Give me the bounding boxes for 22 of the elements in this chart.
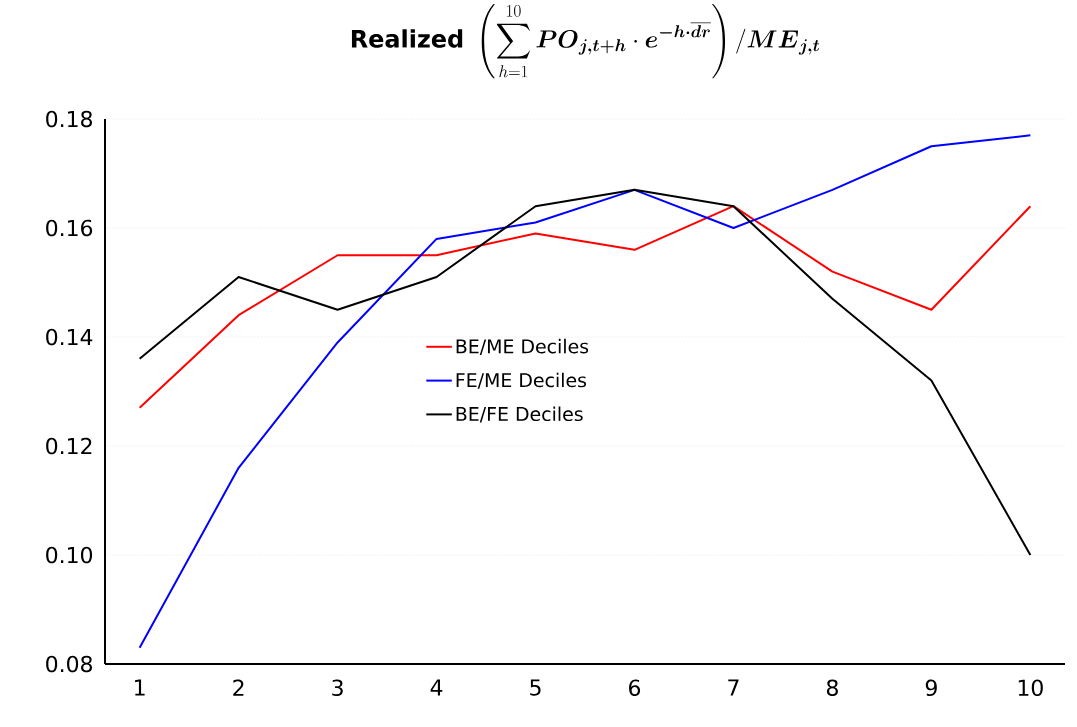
y-tick-label: 0.10	[46, 546, 93, 564]
x-tick-label: 3	[332, 679, 343, 697]
y-tick-label: 0.12	[46, 437, 92, 455]
legend-label: BE/FE Deciles	[456, 406, 583, 423]
x-tick-label: 1	[135, 679, 145, 696]
x-tick-label: 5	[530, 679, 541, 696]
line-series	[138, 188, 1032, 556]
y-tick-label: 0.18	[46, 110, 93, 128]
legend-label: FE/ME Deciles	[456, 372, 587, 389]
x-tick-label: 8	[826, 679, 838, 697]
x-tick-label: 10	[1018, 679, 1043, 697]
legend-label: BE/ME Deciles	[456, 338, 589, 355]
y-tick-label: 0.08	[46, 655, 93, 673]
y-tick-label: 0.16	[46, 219, 93, 237]
x-tick-label: 6	[629, 679, 641, 697]
chart-title: $\mathbf{Realized}\ \left(\sum_{h=1}^{10} \boldsymbol{PO}_{\boldsymbol{j,t+h}}\cdot \boldsymbol{e}^{\boldsymbol{-h\cdot\overline{dr}}}\right)/\boldsymbol{ME}_{\boldsymbol{j,t}}$	[351, 4, 820, 79]
x-tick-label: 4	[430, 679, 443, 696]
y-tick-label: 0.14	[46, 328, 93, 346]
line-series	[138, 134, 1032, 649]
x-tick-label: 2	[233, 679, 244, 696]
x-tick-label: 9	[925, 679, 937, 697]
x-tick-label: 7	[728, 679, 739, 696]
